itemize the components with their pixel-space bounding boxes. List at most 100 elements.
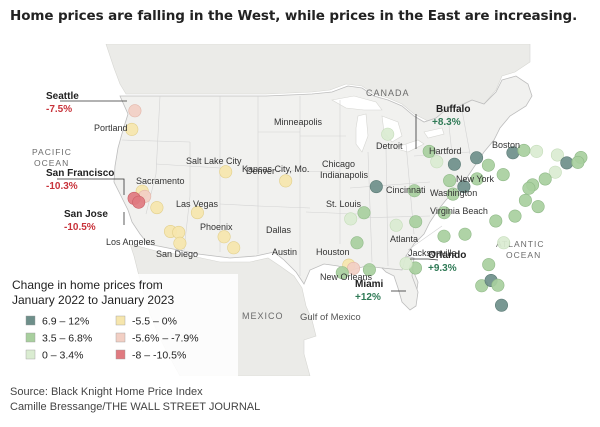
callout-sf-name: San Francisco: [46, 168, 114, 179]
us-map: CANADA PACIFIC OCEAN ATLANTIC OCEAN MEXI…: [10, 44, 590, 376]
city-marker: [458, 227, 472, 241]
city-marker: [344, 212, 358, 226]
legend-swatch: [25, 349, 36, 360]
city-marker: [550, 148, 564, 162]
callouts: Seattle -7.5% San Francisco -10.3% San J…: [46, 91, 470, 303]
lake-erie: [392, 139, 425, 153]
label-austin: Austin: [272, 247, 297, 257]
city-marker: [443, 174, 457, 188]
callout-orlando-value: +9.3%: [428, 263, 457, 274]
city-marker: [422, 144, 436, 158]
label-dallas: Dallas: [266, 225, 292, 235]
credit-note: Camille Bressange/THE WALL STREET JOURNA…: [10, 401, 261, 413]
region-pacific-1: PACIFIC: [32, 147, 72, 157]
region-pacific-2: OCEAN: [34, 158, 69, 168]
city-markers: [125, 104, 588, 312]
label-las-vegas: Las Vegas: [176, 199, 219, 209]
border-east-6: [413, 151, 471, 157]
city-marker: [457, 180, 471, 194]
border-plains-3: [257, 169, 341, 173]
legend-swatch: [115, 349, 126, 360]
city-marker: [470, 172, 484, 186]
city-marker: [172, 225, 186, 239]
label-kansas-city: Kansas City, Mo.: [242, 164, 309, 174]
florida: [380, 255, 419, 311]
callout-buffalo-name: Buffalo: [436, 104, 470, 115]
border-plains-4: [257, 205, 311, 209]
callout-seattle-value: -7.5%: [46, 104, 72, 115]
city-marker: [190, 206, 204, 220]
border-rockies-2: [219, 203, 259, 207]
city-labels: Minneapolis Detroit Hartford Boston Chic…: [94, 117, 520, 282]
map-frame: CANADA PACIFIC OCEAN ATLANTIC OCEAN MEXI…: [10, 44, 590, 376]
legend: Change in home prices from January 2022 …: [10, 274, 238, 376]
city-marker: [446, 187, 460, 201]
legend-items: 6.9 – 12% -5.5 – 0% 3.5 – 6.8% -5.6% – -7.9…: [25, 315, 199, 362]
city-marker: [508, 209, 522, 223]
callout-sj-value: -10.5%: [64, 222, 96, 233]
city-marker: [518, 193, 532, 207]
border-west-2: [121, 139, 191, 143]
city-marker: [150, 201, 164, 215]
city-marker: [173, 236, 187, 250]
city-marker: [491, 278, 505, 292]
city-marker: [548, 165, 562, 179]
city-marker: [350, 236, 364, 250]
legend-swatch: [115, 332, 126, 343]
label-new-orleans: New Orleans: [320, 272, 373, 282]
legend-title-line1: Change in home prices from: [12, 278, 163, 292]
city-marker: [279, 174, 293, 188]
border-east-1: [367, 151, 373, 263]
legend-label: -5.6% – -7.9%: [132, 333, 199, 345]
city-marker: [128, 104, 142, 118]
border-ne-2: [461, 109, 471, 155]
city-marker: [481, 158, 495, 172]
city-marker: [497, 236, 511, 250]
city-marker: [489, 214, 503, 228]
leader-san-francisco: [57, 178, 125, 195]
city-marker: [437, 206, 451, 220]
city-marker: [357, 206, 371, 220]
label-los-angeles: Los Angeles: [106, 237, 156, 247]
city-marker: [430, 155, 444, 169]
region-labels: CANADA PACIFIC OCEAN ATLANTIC OCEAN MEXI…: [32, 88, 544, 323]
city-marker: [132, 195, 146, 209]
city-marker: [522, 181, 536, 195]
legend-swatch: [25, 315, 36, 326]
city-marker: [369, 180, 383, 194]
legend-label: -5.5 – 0%: [132, 316, 177, 328]
callout-miami-value: +12%: [355, 292, 381, 303]
callout-sf-value: -10.3%: [46, 181, 78, 192]
region-gulf: Gulf of Mexico: [300, 312, 361, 323]
label-phoenix: Phoenix: [200, 222, 233, 232]
legend-label: -8 – -10.5%: [132, 350, 186, 362]
source-note: Source: Black Knight Home Price Index: [10, 386, 203, 398]
callout-lines: [57, 100, 439, 292]
city-marker: [227, 241, 241, 255]
label-virginia-beach: Virginia Beach: [430, 206, 488, 216]
city-marker: [407, 184, 421, 198]
city-marker: [437, 229, 451, 243]
border-east-3: [349, 181, 431, 189]
chart-title: Home prices are falling in the West, whi…: [10, 8, 578, 24]
city-marker: [482, 258, 496, 272]
city-marker: [335, 266, 349, 280]
legend-swatch: [115, 315, 126, 326]
label-minneapolis: Minneapolis: [274, 117, 323, 127]
label-san-diego: San Diego: [156, 249, 198, 259]
city-marker: [346, 261, 360, 275]
label-cincinnati: Cincinnati: [386, 185, 426, 195]
legend-label: 0 – 3.4%: [42, 350, 83, 362]
border-east-7: [407, 225, 443, 251]
label-new-york: New York: [456, 174, 495, 184]
label-sacramento: Sacramento: [136, 176, 185, 186]
city-marker: [538, 172, 552, 186]
region-canada: CANADA: [366, 88, 410, 98]
label-portland: Portland: [94, 123, 128, 133]
city-marker: [447, 157, 461, 171]
region-atlantic-1: ATLANTIC: [496, 239, 544, 249]
label-jacksonville: Jacksonville: [408, 248, 457, 258]
city-marker: [217, 230, 231, 244]
label-salt-lake-city: Salt Lake City: [186, 156, 242, 166]
border-ne-1: [447, 115, 453, 155]
